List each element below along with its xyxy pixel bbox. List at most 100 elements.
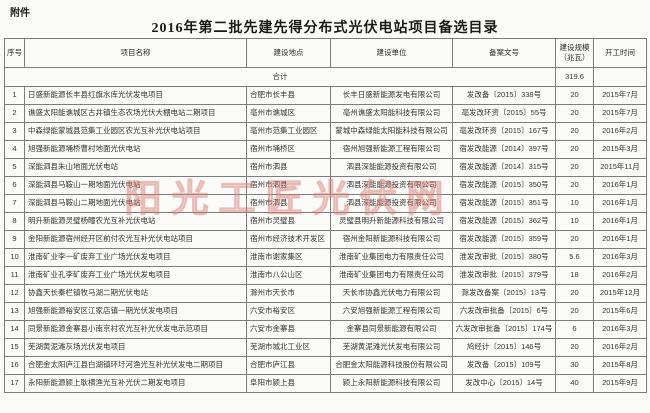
cell-capacity: 5.6: [555, 248, 594, 267]
cell-builder: 泗县深能能源投资有限公司: [330, 176, 453, 195]
cell-capacity: 10: [555, 194, 594, 213]
cell-builder: 蒙城中森绿能太阳能科技有限公司: [330, 122, 453, 141]
table-body: 合计 319.6 1 日盛新能源长丰县红旗水库光伏发电项目 合肥市长丰县 长丰日盛新能…: [4, 67, 647, 393]
cell-location: 宿州市经济技术开发区: [246, 230, 331, 249]
table-row: 15 芜湖黄泥滩灰场光伏发电项目 芜湖市城北工业区 芜湖黄泥滩光伏发电有限公司 鸠经计〔…: [4, 338, 647, 357]
column-header: 项目名称: [24, 38, 247, 68]
cell-location: 合肥市长丰县: [246, 86, 331, 105]
cell-start: 2016年3月: [593, 320, 647, 339]
cell-name: 永阳新能源颍上耿横渔光互补光伏二期发电项目: [24, 374, 247, 393]
cell-capacity: 18: [555, 266, 594, 285]
cell-name: 协鑫天长秦栏镇牧马湖二期光伏电站: [24, 284, 247, 303]
cell-id: 2: [4, 104, 25, 123]
cell-builder: 长丰日盛新能源发电有限公司: [330, 86, 453, 105]
cell-id: 1: [4, 86, 25, 105]
cell-name: 深能泗县朱山地面光伏电站: [24, 158, 247, 177]
cell-name: 淮南矿业孔李矿废弃工业广场光伏发电项目: [24, 266, 247, 285]
cell-builder: 六安旭强新能源工程有限公司: [330, 302, 453, 321]
cell-start: 2016年1月: [593, 176, 647, 195]
cell-start: 2016年1月: [593, 194, 647, 213]
cell-name: 日盛新能源长丰县红旗水库光伏发电项目: [24, 86, 247, 105]
table-row: 6 深能泗县马鞍山一期地面光伏电站 宿州市泗县 泗县深能能源投资有限公司 宿发改能源〔2…: [4, 176, 647, 195]
cell-doc: 发改中心〔2015〕14号: [452, 374, 556, 393]
table-row: 16 合肥金太阳庐江县白湖镇环圩河渔光互补光伏发电二期项目 合肥市庐江县 合肥金太阳能…: [4, 356, 647, 375]
cell-name: 旭强新能源裕安区江家店镇一期光伏发电项目: [24, 302, 247, 321]
cell-id: 11: [4, 266, 25, 285]
cell-name: 同景新能源金寨县小南京村农光互补光伏发电示范项目: [24, 320, 247, 339]
total-capacity: 319.6: [555, 67, 594, 87]
cell-name: 芜湖黄泥滩灰场光伏发电项目: [24, 338, 247, 357]
cell-id: 8: [4, 212, 25, 231]
cell-location: 宿州市泗县: [246, 176, 331, 195]
cell-name: 谯盛太阳能谯城区古井镇生态农场光伏大棚电站二期项目: [24, 104, 247, 123]
cell-capacity: 6: [555, 320, 594, 339]
page-title: 2016年第二批先建先得分布式光伏电站项目备选目录: [151, 21, 499, 36]
cell-builder: 泗县深能能源投资有限公司: [330, 158, 453, 177]
cell-capacity: 30: [555, 356, 594, 375]
cell-doc: 六发改审批备〔2015〕174号: [452, 320, 556, 339]
column-header: 建设规模（兆瓦）: [555, 38, 594, 68]
cell-start: 2015年12月: [593, 284, 647, 303]
cell-builder: 淮南矿业集团电力有限责任公司: [330, 248, 453, 267]
cell-start: 2016年1月: [593, 212, 647, 231]
total-row: 合计 319.6: [4, 67, 647, 87]
table-row: 17 永阳新能源颍上耿横渔光互补光伏二期发电项目 阜阳市颍上县 颍上永阳新能源科技有限…: [4, 374, 647, 393]
cell-capacity: 20: [555, 122, 594, 141]
cell-start: 2016年3月: [593, 248, 647, 267]
cell-builder: 宿州旭强新能源工程有限公司: [330, 140, 453, 159]
cell-location: 六安市裕安区: [246, 302, 331, 321]
cell-location: 宿州市埇桥区: [246, 140, 331, 159]
table-row: 9 金阳新能源宿州经开区前付农光互补光伏电站项目 宿州市经济技术开发区 宿州金阳新能源…: [4, 230, 647, 249]
cell-start: 2015年3月: [593, 140, 647, 159]
table-row: 10 淮南矿业李一矿废弃工业广场光伏发电项目 淮南市谢家集区 淮南矿业集团电力有限责任…: [4, 248, 647, 267]
cell-location: 六安市金寨县: [246, 320, 331, 339]
cell-start: 2015年9月: [593, 374, 647, 393]
cell-doc: 发改备〔2015〕109号: [452, 356, 556, 375]
cell-builder: 亳州谯盛太阳能科技有限公司: [330, 104, 453, 123]
table-row: 7 深能泗县马鞍山二期地面光伏电站 宿州市泗县 泗县深能能源投资有限公司 宿发改能源〔2…: [4, 194, 647, 213]
cell-builder: 合肥金太阳能源科技股份有限公司: [330, 356, 453, 375]
project-table-container: 序号 项目名称 建设地点 建设单位 备案文号 建设规模（兆瓦） 开工时间 合计 319.6 …: [4, 38, 647, 393]
cell-start: 2015年7月: [593, 104, 647, 123]
table-row: 12 协鑫天长秦栏镇牧马湖二期光伏电站 滁州市天长市 天长市协鑫光伏电力有限公司 滁发改…: [4, 284, 647, 303]
table-row: 3 中森绿能蒙城县范集工业园区农光互补光伏电站项目 亳州市范集工业园区 蒙城中森绿能太…: [4, 122, 647, 141]
cell-builder: 淮南矿业集团电力有限责任公司: [330, 266, 453, 285]
cell-id: 17: [4, 374, 25, 393]
cell-location: 芜湖市城北工业区: [246, 338, 331, 357]
cell-doc: 发改备〔2015〕338号: [452, 86, 556, 105]
cell-id: 13: [4, 302, 25, 321]
cell-name: 深能泗县马鞍山一期地面光伏电站: [24, 176, 247, 195]
cell-doc: 鸠经计〔2015〕146号: [452, 338, 556, 357]
total-start: [593, 67, 647, 87]
cell-doc: 亳发改环资〔2015〕167号: [452, 122, 556, 141]
cell-start: 2015年8月: [593, 356, 647, 375]
cell-id: 4: [4, 140, 25, 159]
cell-capacity: 20: [555, 230, 594, 249]
cell-location: 淮南市八公山区: [246, 266, 331, 285]
total-label: 合计: [4, 67, 556, 87]
cell-capacity: 20: [555, 104, 594, 123]
column-header: 建设单位: [330, 38, 453, 68]
cell-builder: 宿州金阳新能源科技有限公司: [330, 230, 453, 249]
cell-name: 明升新能源灵璧杨疃农光互补光伏电站: [24, 212, 247, 231]
cell-doc: 淮发改审批〔2015〕380号: [452, 248, 556, 267]
cell-start: 2016年2月: [593, 266, 647, 285]
cell-location: 宿州市泗县: [246, 194, 331, 213]
project-table: 序号 项目名称 建设地点 建设单位 备案文号 建设规模（兆瓦） 开工时间 合计 319.6 …: [4, 38, 647, 393]
cell-doc: 宿发改能源〔2014〕315号: [452, 158, 556, 177]
cell-capacity: 40: [555, 374, 594, 393]
cell-capacity: 20: [555, 140, 594, 159]
cell-doc: 宿发改能源〔2015〕359号: [452, 230, 556, 249]
cell-id: 6: [4, 176, 25, 195]
cell-id: 5: [4, 158, 25, 177]
column-header: 备案文号: [452, 38, 556, 68]
cell-capacity: 20: [555, 158, 594, 177]
column-header: 建设地点: [246, 38, 331, 68]
cell-name: 旭强新能源埇桥曹村地面光伏电站: [24, 140, 247, 159]
cell-builder: 芜湖黄泥滩光伏发电有限公司: [330, 338, 453, 357]
cell-builder: 金寨县同景新能源有限公司: [330, 320, 453, 339]
cell-id: 15: [4, 338, 25, 357]
cell-doc: 宿发改能源〔2015〕351号: [452, 194, 556, 213]
table-row: 14 同景新能源金寨县小南京村农光互补光伏发电示范项目 六安市金寨县 金寨县同景新能源…: [4, 320, 647, 339]
table-row: 13 旭强新能源裕安区江家店镇一期光伏发电项目 六安市裕安区 六安旭强新能源工程有限公…: [4, 302, 647, 321]
